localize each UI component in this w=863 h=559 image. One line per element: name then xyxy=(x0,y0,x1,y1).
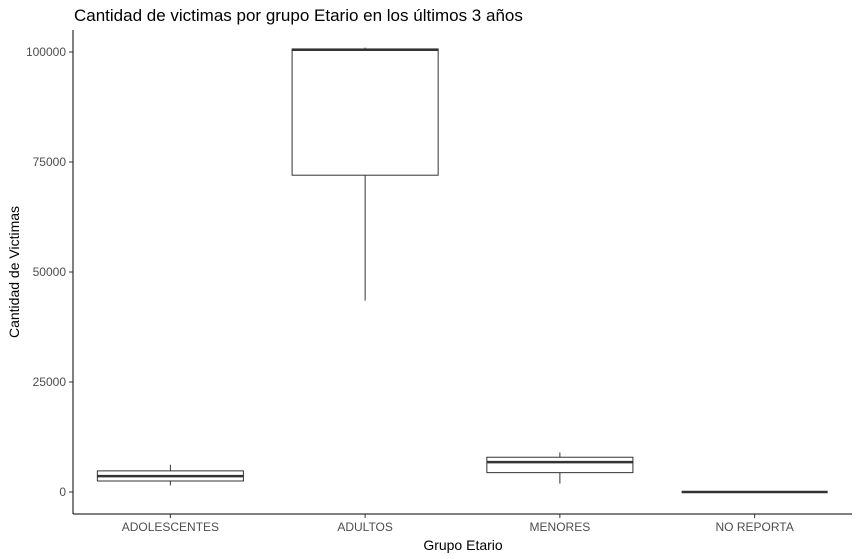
y-tick-label: 25000 xyxy=(33,375,67,389)
x-axis-title: Grupo Etario xyxy=(423,537,503,553)
box-group xyxy=(96,47,828,494)
box-adultos xyxy=(291,47,439,301)
box-body xyxy=(291,48,439,176)
y-tick-label: 0 xyxy=(59,485,66,499)
chart-title: Cantidad de victimas por grupo Etario en… xyxy=(74,6,523,25)
x-tick-label: ADOLESCENTES xyxy=(122,520,219,534)
y-axis-title: Cantidad de Victimas xyxy=(6,206,22,338)
box-body xyxy=(486,456,634,474)
x-tick-label: MENORES xyxy=(530,520,591,534)
y-tick-label: 100000 xyxy=(26,45,66,59)
y-tick-label: 50000 xyxy=(33,265,67,279)
x-tick-label: ADULTOS xyxy=(337,520,393,534)
box-adolescentes xyxy=(96,464,244,486)
y-axis-ticks: 0 25000 50000 75000 100000 xyxy=(26,45,73,499)
x-tick-label: NO REPORTA xyxy=(716,520,794,534)
x-axis-ticks: ADOLESCENTES ADULTOS MENORES NO REPORTA xyxy=(122,514,794,534)
y-tick-label: 75000 xyxy=(33,155,67,169)
box-menores xyxy=(486,452,634,484)
